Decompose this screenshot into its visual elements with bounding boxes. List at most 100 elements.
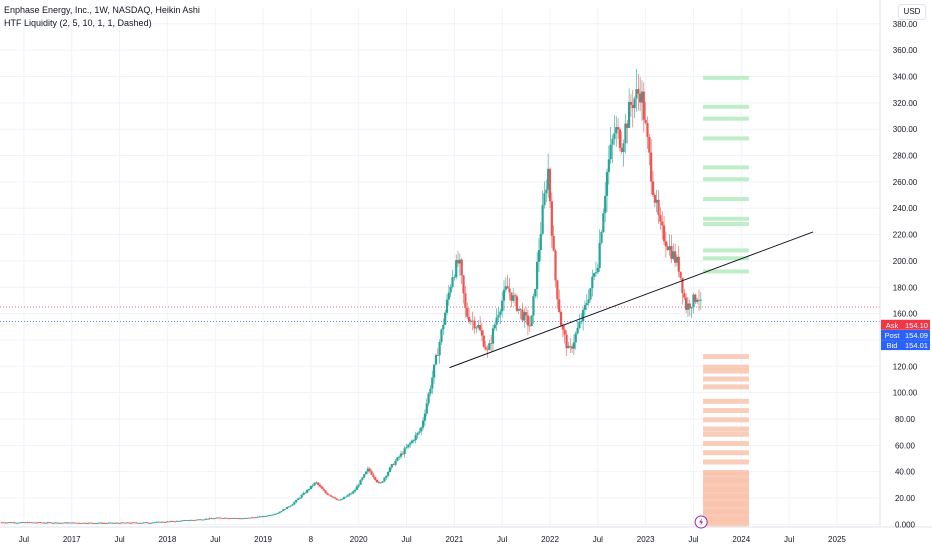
candle-body (112, 522, 116, 524)
candle-body (144, 522, 147, 524)
candle-body (287, 506, 290, 508)
candle-body (177, 520, 180, 522)
candle-body (370, 471, 373, 475)
candle-body (317, 482, 320, 485)
candle-body (686, 303, 690, 310)
candle-body (532, 296, 535, 316)
candle-body (138, 522, 141, 524)
candle-body (204, 518, 208, 520)
candle-body (499, 311, 502, 315)
candle-body (186, 520, 189, 521)
candle-body (63, 522, 66, 524)
candle-body (642, 91, 645, 120)
candle-body (539, 233, 542, 251)
candle-body (33, 522, 37, 524)
candle-body (466, 307, 469, 317)
support-zone (703, 426, 749, 432)
candle-body (633, 98, 636, 109)
candle-body (74, 522, 77, 524)
candle-body (173, 521, 176, 523)
candle-body (433, 364, 436, 378)
candle-body (59, 522, 62, 524)
candle-body (341, 498, 344, 500)
candle-body (519, 308, 522, 310)
candle-body (637, 89, 640, 94)
candle-body (477, 325, 480, 328)
candle-body (168, 521, 171, 523)
x-tick-label: Jul (497, 535, 507, 544)
candle-body (420, 427, 423, 432)
candle-body (76, 522, 79, 524)
candle-body (201, 519, 204, 521)
y-tick-label: 380.00 (893, 20, 918, 29)
y-tick-label: 80.00 (895, 415, 916, 424)
candle-body (640, 91, 644, 103)
price-tag-value: 154.01 (905, 341, 928, 350)
candle-body (692, 294, 695, 308)
candle-body (528, 325, 531, 327)
support-zone (703, 354, 749, 360)
candle-body (11, 522, 14, 524)
candle-body (326, 493, 329, 495)
support-zone (703, 431, 749, 437)
candle-body (254, 517, 257, 519)
price-tag-label: Bid (887, 341, 898, 350)
candle-body (357, 484, 360, 487)
candle-body (100, 522, 103, 524)
candle-body (344, 496, 347, 498)
candle-body (445, 299, 449, 313)
candle-body (330, 495, 333, 497)
candle-body (313, 482, 316, 486)
candle-body (569, 345, 572, 347)
candle-body (631, 104, 634, 109)
y-tick-label: 220.00 (893, 231, 918, 240)
candle-body (661, 221, 664, 226)
candle-body (361, 477, 364, 480)
candle-body (304, 492, 307, 494)
currency-button[interactable]: USD (898, 4, 926, 20)
candle-body (328, 494, 331, 496)
candle-body (486, 349, 489, 351)
resistance-zone (703, 248, 749, 253)
candle-body (440, 329, 443, 343)
candle-body (342, 497, 346, 499)
candle-body (559, 311, 563, 326)
resistance-zone (703, 136, 749, 141)
y-tick-label: 320.00 (893, 99, 918, 108)
candle-body (151, 522, 154, 524)
candle-body (111, 522, 114, 524)
candle-body (271, 514, 274, 516)
candle-body (521, 309, 524, 321)
candle-body (495, 317, 498, 325)
candle-body (68, 522, 71, 524)
candle-body (530, 315, 533, 327)
support-zone (703, 384, 749, 390)
x-tick-label: Jul (784, 535, 794, 544)
candle-body (429, 388, 432, 394)
candle-body (409, 442, 412, 445)
candle-body (600, 232, 603, 243)
candle-body (453, 277, 456, 278)
candle-body (543, 193, 546, 206)
candle-body (644, 119, 647, 124)
y-tick-label: 20.00 (895, 494, 916, 503)
candle-body (512, 295, 515, 301)
candle-body (70, 522, 73, 524)
candle-body (444, 312, 447, 325)
candle-body (651, 181, 655, 195)
candle-body (226, 518, 230, 520)
candle-body (464, 293, 467, 308)
candle-body (87, 522, 90, 524)
candle-body (315, 482, 318, 484)
candle-body (276, 513, 279, 514)
candle-body (434, 355, 438, 365)
candle-body (142, 522, 145, 524)
candle-body (359, 479, 362, 485)
candle-body (664, 241, 667, 247)
support-zone (703, 441, 749, 447)
candle-body (418, 431, 421, 433)
candle-body (61, 522, 64, 524)
candle-body (190, 519, 193, 521)
